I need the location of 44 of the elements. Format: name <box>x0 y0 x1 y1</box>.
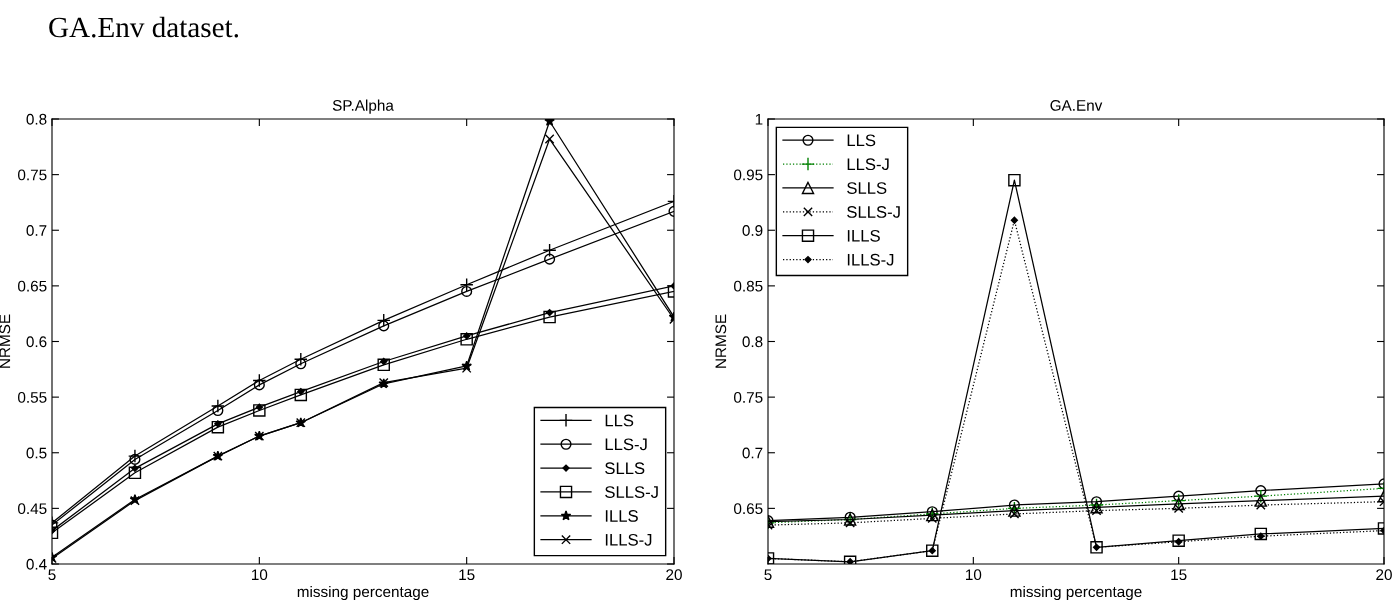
legend-label: ILLS <box>847 229 880 242</box>
y-tick-label: 0.65 <box>734 503 763 515</box>
x-tick-label: 20 <box>1376 569 1392 581</box>
x-tick-label: 5 <box>48 569 56 581</box>
y-axis-title: NRMSE <box>0 314 11 368</box>
y-tick-label: 0.8 <box>26 113 47 125</box>
y-tick-label: 0.75 <box>734 391 763 403</box>
y-tick-label: 1 <box>755 114 763 125</box>
legend-label: ILLS-J <box>847 253 894 266</box>
y-tick-label: 0.6 <box>26 336 47 348</box>
y-tick-label: 0.4 <box>26 558 47 570</box>
y-tick-label: 0.65 <box>18 280 47 292</box>
y-axis-title: NRMSE <box>715 314 727 368</box>
y-tick-label: 0.9 <box>742 225 763 236</box>
x-tick-label: 10 <box>966 569 982 581</box>
x-tick-label: 10 <box>252 569 268 581</box>
y-tick-label: 0.8 <box>742 336 763 348</box>
legend-label: LLS-J <box>605 438 647 451</box>
y-tick-label: 0.45 <box>18 503 47 515</box>
x-tick-label: 5 <box>764 569 772 581</box>
y-tick-label: 0.55 <box>18 391 47 403</box>
legend-label: LLS <box>847 134 876 147</box>
legend-label: SLLS <box>605 462 645 475</box>
y-tick-label: 0.75 <box>18 169 47 181</box>
x-tick-label: 15 <box>1171 569 1187 581</box>
legend-label: SLLS-J <box>847 206 900 218</box>
y-tick-label: 0.7 <box>26 225 47 236</box>
chart-title: GA.Env <box>1050 100 1103 111</box>
x-axis-title: missing percentage <box>1010 585 1142 601</box>
x-axis-title: missing percentage <box>297 585 429 601</box>
legend-label: ILLS-J <box>605 533 652 546</box>
y-tick-label: 0.85 <box>734 280 763 292</box>
text: GA.Env dataset. <box>49 16 239 38</box>
y-tick-label: 0.95 <box>734 169 763 181</box>
y-tick-label: 0.7 <box>742 447 763 459</box>
y-tick-label: 0.5 <box>26 447 47 459</box>
x-tick-label: 15 <box>459 569 475 581</box>
legend-label: LLS <box>605 414 634 427</box>
chart-title: SP.Alpha <box>332 99 394 114</box>
legend-label: ILLS <box>605 510 638 522</box>
legend-label: SLLS <box>847 182 887 194</box>
x-tick-label: 20 <box>666 569 682 581</box>
legend-label: SLLS-J <box>605 486 658 498</box>
legend-label: LLS-J <box>847 158 889 171</box>
